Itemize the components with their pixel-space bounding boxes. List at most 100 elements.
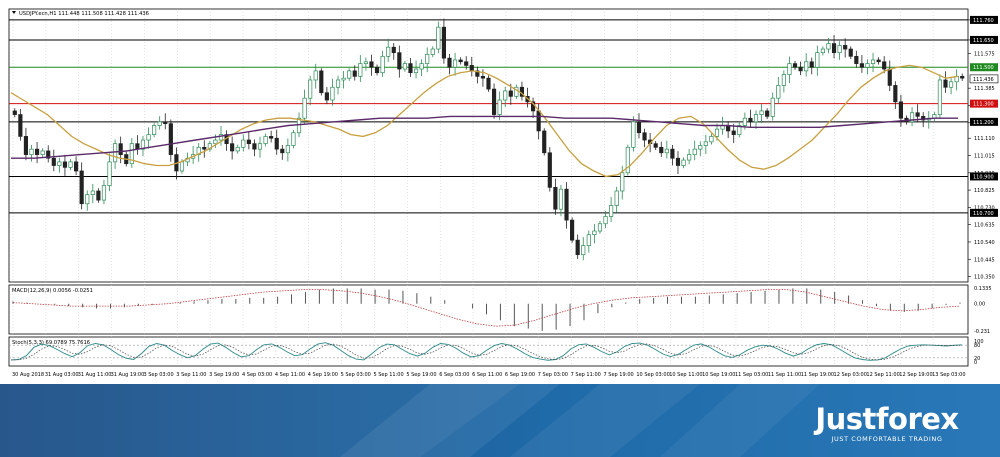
y-tick-label-12: 110.540: [974, 240, 995, 246]
candle-body-139: [787, 63, 792, 75]
candle-body-161: [909, 112, 915, 123]
candle-body-148: [837, 45, 842, 54]
candle-body-65: [374, 66, 380, 74]
candle-body-88: [503, 90, 508, 101]
candle-body-84: [480, 75, 486, 79]
candle-body-57: [330, 86, 335, 101]
candle-body-170: [960, 75, 965, 79]
current-price-tag: [969, 74, 999, 84]
x-tick-label-14: 6 Sep 11:00: [472, 372, 502, 378]
candle-body-162: [915, 112, 920, 117]
macd-y-tick-2: -0.231: [974, 329, 990, 335]
candle-body-146: [826, 43, 831, 50]
y-tick-label-13: 110.445: [974, 257, 995, 263]
candle-body-53: [308, 79, 313, 99]
level-tag-3: [970, 99, 998, 108]
x-tick-label-2: 31 Aug 11:00: [78, 372, 112, 378]
candle-body-106: [603, 216, 608, 225]
macd-y-tick-1: 0.00: [974, 302, 985, 308]
candle-body-166: [937, 79, 942, 115]
candle-body-75: [430, 48, 435, 55]
candle-body-123: [698, 145, 703, 150]
candle-body-89: [508, 90, 513, 97]
candle-body-110: [625, 146, 630, 174]
candle-body-151: [854, 55, 859, 64]
candle-body-82: [469, 65, 474, 72]
x-tick-label-26: 12 Sep 11:00: [866, 372, 899, 378]
stoch-d-line: [10, 343, 963, 361]
candle-body-104: [592, 230, 597, 236]
x-tick-label-23: 11 Sep 11:00: [768, 372, 801, 378]
level-label-2: 111.500: [973, 65, 994, 71]
candle-body-54: [313, 70, 318, 81]
x-tick-label-4: 3 Sep 03:00: [143, 372, 173, 378]
candle-body-90: [514, 86, 519, 97]
x-tick-label-11: 5 Sep 11:00: [373, 372, 403, 378]
candle-body-59: [341, 77, 346, 81]
candle-body-126: [714, 128, 720, 137]
candle-body-44: [257, 143, 263, 150]
brand-logo[interactable]: Justforex JUST COMFORTABLE TRADING: [802, 404, 972, 444]
candle-body-149: [843, 45, 848, 50]
candle-body-163: [921, 116, 926, 121]
candle-body-103: [586, 234, 591, 246]
candle-body-41: [241, 139, 246, 148]
candle-body-145: [820, 48, 825, 54]
candle-body-40: [235, 146, 240, 152]
candle-body-52: [302, 97, 307, 119]
candle-body-26: [157, 121, 162, 126]
candle-body-143: [809, 61, 814, 68]
candle-body-18: [113, 143, 118, 163]
candle-body-48: [280, 148, 285, 154]
x-tick-label-5: 3 Sep 11:00: [176, 372, 206, 378]
candle-body-9: [62, 161, 68, 168]
candle-body-120: [681, 159, 686, 166]
stoch-k-line: [10, 342, 963, 361]
candle-body-115: [653, 143, 658, 148]
stoch-y-tick-2: 20: [974, 356, 980, 362]
candle-body-147: [831, 43, 837, 54]
candle-body-130: [737, 125, 742, 135]
candle-body-35: [207, 143, 212, 150]
pane-3-frame: [8, 336, 969, 367]
x-tick-label-9: 4 Sep 19:00: [308, 372, 338, 378]
candle-body-67: [386, 46, 391, 57]
candle-body-4: [35, 148, 40, 155]
candle-body-129: [731, 130, 736, 135]
candle-body-49: [285, 145, 290, 154]
x-tick-label-16: 7 Sep 03:00: [538, 372, 568, 378]
stoch-title: Stoch(5,3,3) 69.0789 75.7616: [12, 340, 90, 346]
candle-body-23: [140, 139, 146, 150]
candle-body-159: [898, 101, 903, 119]
candle-body-117: [664, 148, 669, 154]
ma-fast-line: [10, 64, 959, 178]
x-tick-label-6: 3 Sep 19:00: [209, 372, 239, 378]
candle-body-37: [218, 134, 224, 141]
candle-body-62: [358, 63, 363, 77]
level-label-3: 111.300: [973, 102, 994, 108]
main-chart-title: USDJPY.ecn,H1 111.448 111.508 111.428 11…: [19, 11, 149, 17]
candle-body-36: [213, 139, 218, 145]
x-tick-label-7: 4 Sep 03:00: [242, 372, 272, 378]
candle-body-1: [18, 114, 23, 137]
candle-body-21: [129, 143, 134, 165]
x-tick-label-20: 10 Sep 11:00: [669, 372, 702, 378]
candle-body-12: [79, 170, 84, 205]
x-tick-label-22: 11 Sep 03:00: [735, 372, 768, 378]
macd-y-tick-0: 0.1335: [974, 286, 992, 292]
candle-body-76: [436, 26, 441, 50]
brand-banner: Justforex JUST COMFORTABLE TRADING: [0, 384, 1000, 457]
candle-body-24: [146, 134, 151, 141]
candle-body-60: [347, 70, 352, 79]
candle-body-10: [68, 161, 73, 168]
candle-body-157: [887, 68, 892, 86]
candle-body-167: [943, 79, 948, 88]
level-tag-4: [970, 117, 998, 126]
candle-body-101: [575, 239, 580, 256]
candle-body-19: [118, 143, 123, 155]
candle-body-16: [101, 185, 107, 201]
candle-body-81: [464, 61, 469, 66]
candle-body-61: [352, 70, 357, 77]
candle-body-79: [452, 59, 458, 68]
candle-body-153: [865, 63, 870, 68]
